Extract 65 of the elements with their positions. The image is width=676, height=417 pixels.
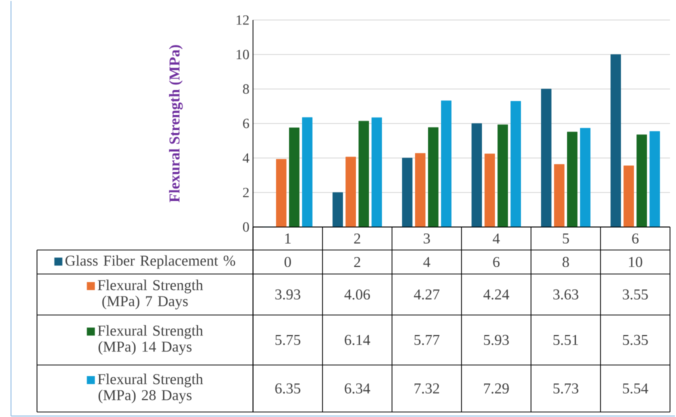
data-label: 6.35	[275, 383, 300, 394]
bar	[650, 131, 660, 228]
data-label: 4.27	[414, 289, 440, 300]
legend-label: Flexural Strength (MPa) 14 Days	[98, 325, 203, 355]
x-tick-label: 6	[632, 233, 639, 244]
y-axis-title: Flexural Strength (MPa)	[169, 45, 183, 202]
bar	[484, 154, 495, 228]
y-tick-label: 0	[243, 222, 249, 232]
x-tick-label: 3	[424, 233, 430, 244]
bar	[346, 156, 356, 228]
data-label: 2	[354, 257, 360, 267]
bar	[541, 88, 552, 228]
x-tick-label: 1	[285, 234, 291, 244]
bar	[276, 159, 286, 228]
data-label: 3.93	[275, 289, 300, 300]
y-tick-label: 10	[236, 50, 249, 60]
data-label: 3.63	[553, 289, 578, 300]
bar	[498, 124, 508, 228]
data-label: 5.75	[276, 334, 300, 346]
bar	[428, 127, 438, 228]
y-tick-label: 6	[243, 118, 250, 128]
bar	[624, 166, 634, 228]
legend-label: Flexural Strength (MPa) 7 Days	[98, 280, 203, 310]
x-tick-label: 5	[562, 234, 569, 244]
data-label: 3.55	[622, 289, 648, 300]
bar	[441, 100, 452, 228]
data-label: 4.06	[344, 289, 370, 300]
data-label: 4	[423, 257, 430, 267]
bar	[372, 117, 382, 228]
data-label: 8	[562, 256, 569, 268]
bar	[554, 164, 564, 228]
bar	[415, 153, 426, 228]
data-label: 0	[284, 256, 291, 268]
data-label: 4.24	[483, 289, 510, 300]
bar	[580, 128, 590, 228]
data-label: 5.35	[623, 334, 648, 346]
bar	[567, 132, 578, 228]
bar	[358, 120, 369, 228]
x-tick-label: 4	[492, 234, 500, 244]
y-tick-label: 8	[243, 84, 249, 94]
data-label: 5.73	[554, 383, 578, 394]
data-label: 5.54	[623, 383, 648, 394]
data-label: 5.93	[484, 334, 509, 346]
legend-label: Glass Fiber Replacement %	[65, 255, 236, 269]
data-label: 7.29	[484, 383, 509, 394]
y-tick-label: 2	[243, 188, 249, 198]
bar	[332, 192, 343, 228]
bar	[472, 123, 482, 228]
data-label: 6.34	[344, 383, 370, 394]
bar	[289, 128, 300, 228]
bar	[610, 54, 621, 228]
data-label: 7.32	[414, 383, 440, 394]
bar	[402, 158, 412, 228]
data-label: 6	[493, 256, 500, 268]
bar	[302, 117, 312, 228]
data-label: 5.77	[414, 334, 440, 346]
y-tick-label: 12	[236, 15, 249, 25]
bar	[510, 101, 521, 228]
y-tick-label: 4	[242, 153, 250, 163]
data-label: 6.14	[344, 334, 370, 346]
bar	[636, 134, 647, 228]
data-label: 5.51	[554, 334, 578, 346]
x-tick-label: 2	[354, 234, 360, 244]
legend-label: Flexural Strength (MPa) 28 Days	[98, 374, 203, 404]
data-label: 10	[629, 256, 642, 268]
